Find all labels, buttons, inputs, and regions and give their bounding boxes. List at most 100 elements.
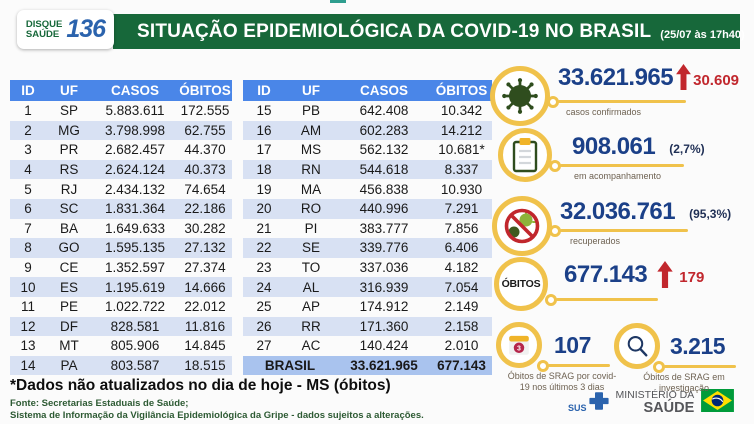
table-cell: 4 — [24, 162, 32, 178]
state-table-left-header: ID UF CASOS ÓBITOS — [10, 80, 232, 101]
table-cell: 6 — [24, 201, 32, 217]
table-cell: RS — [59, 162, 79, 178]
table-cell: 337.036 — [359, 260, 409, 276]
table-cell: 30.282 — [184, 220, 226, 236]
stat-underline — [549, 225, 688, 237]
table-cell: 10.681* — [438, 142, 485, 158]
table-cell: 1.195.619 — [104, 279, 166, 295]
deaths-increase-arrow-icon — [657, 261, 673, 293]
sus-label: SUS — [568, 402, 587, 413]
table-cell: 316.939 — [359, 279, 409, 295]
stats-panel: 33.621.965 30.609 casos confirmados 908 — [488, 0, 754, 424]
table-cell: TO — [301, 260, 321, 276]
table-cell: MA — [300, 181, 322, 197]
column-header: ID — [21, 83, 35, 98]
table-cell: 26 — [256, 318, 272, 334]
table-cell: AL — [302, 279, 320, 295]
header-bar: SITUAÇÃO EPIDEMIOLÓGICA DA COVID-19 NO B… — [113, 14, 745, 49]
table-cell: 6.406 — [444, 240, 479, 256]
page-title: SITUAÇÃO EPIDEMIOLÓGICA DA COVID-19 NO B… — [137, 20, 652, 42]
table-row: 24 AL 316.939 7.054 — [243, 277, 492, 297]
table-cell: PA — [60, 358, 78, 374]
table-row: 15 PB 642.408 10.342 — [243, 101, 492, 121]
recovered-percent: (95,3%) — [689, 207, 732, 221]
table-cell: 1.022.722 — [104, 299, 166, 315]
column-header: CASOS — [359, 83, 408, 98]
state-table-right: ID UF CASOS ÓBITOS 15 PB 642.408 10.342 16 AM 602… — [243, 80, 492, 376]
table-cell: 140.424 — [359, 338, 409, 354]
table-row: 12 DF 828.581 11.816 — [10, 316, 232, 337]
table-cell: 4.182 — [444, 260, 479, 276]
table-cell: AM — [300, 122, 322, 138]
ministry-branding: SUS MINISTÉRIO DA SAÚDE — [568, 389, 735, 417]
table-cell: SC — [59, 201, 79, 217]
table-cell: ES — [59, 279, 78, 295]
table-cell: 174.912 — [359, 299, 409, 315]
srag-investigation-value: 3.215 — [670, 332, 726, 359]
table-cell: 13 — [20, 338, 36, 354]
table-row: 19 MA 456.838 10.930 — [243, 179, 492, 199]
table-cell: 23 — [256, 260, 272, 276]
table-cell: 20 — [256, 201, 272, 217]
sus-logo: SUS — [568, 391, 609, 416]
table-row: 21 PI 383.777 7.856 — [243, 219, 492, 239]
followup-label: em acompanhamento — [574, 171, 662, 181]
table-cell: 1.352.597 — [104, 260, 166, 276]
brazil-flag-icon — [701, 389, 735, 417]
table-cell: PR — [59, 142, 79, 158]
deaths-delta: 179 — [679, 269, 705, 286]
table-cell: SP — [59, 103, 78, 119]
table-cell: 25 — [256, 299, 272, 315]
table-row: 3 PR 2.682.457 44.370 — [10, 140, 232, 160]
table-row: 23 TO 337.036 4.182 — [243, 258, 492, 278]
stat-followup: 908.061 (2,7%) em acompanhamento — [498, 128, 705, 182]
table-cell: 22 — [256, 240, 272, 256]
table-cell: 10 — [20, 279, 36, 295]
followup-percent: (2,7%) — [669, 142, 705, 156]
table-row: 18 RN 544.618 8.337 — [243, 159, 492, 180]
table-cell: 2.624.124 — [104, 162, 166, 178]
table-cell: 21 — [256, 220, 272, 236]
stat-srag-investigation: 3.215 Óbitos de SRAG em investigação — [614, 323, 740, 395]
table-cell: 11.816 — [184, 318, 226, 334]
disque-saude-label: DISQUE SAÚDE — [25, 18, 63, 40]
table-cell: 14.845 — [184, 338, 226, 354]
ministry-line-2: SAÚDE — [643, 399, 695, 416]
table-cell: 602.283 — [359, 122, 409, 138]
stat-underline — [537, 360, 610, 372]
stat-recovered: 32.036.761 (95,3%) recuperados — [492, 196, 731, 256]
followup-value: 908.061 — [572, 133, 656, 160]
obitos-badge: ÓBITOS — [494, 257, 548, 311]
table-cell: 642.408 — [359, 103, 409, 119]
source-line-2: Sistema de Informação da Vigilância Epid… — [10, 410, 424, 422]
table-cell: 1.649.633 — [104, 220, 166, 236]
clipboard-icon — [498, 128, 552, 182]
increase-arrow-icon — [676, 64, 692, 95]
table-cell: 562.132 — [359, 142, 409, 158]
table-cell: 3.798.998 — [104, 122, 166, 138]
table-cell: 8 — [24, 240, 32, 256]
state-table-right-header: ID UF CASOS ÓBITOS — [243, 80, 492, 101]
table-row: 16 AM 602.283 14.212 — [243, 120, 492, 141]
table-cell: 2 — [24, 122, 32, 138]
disque-saude-number: 136 — [66, 15, 106, 43]
table-cell: 40.373 — [184, 162, 226, 178]
disque-saude-logo: DISQUE SAÚDE 136 — [17, 10, 114, 49]
table-cell: 803.587 — [110, 358, 160, 374]
table-cell: SE — [301, 240, 320, 256]
table-row: 22 SE 339.776 6.406 — [243, 238, 492, 258]
table-cell: MT — [59, 338, 79, 354]
table-cell: 24 — [256, 279, 272, 295]
table-cell: 1.831.364 — [104, 201, 166, 217]
column-header: ID — [257, 83, 271, 98]
top-accent-bar — [330, 0, 346, 3]
table-cell: AC — [301, 338, 321, 354]
sus-cross-icon — [588, 391, 609, 416]
brasil-total-casos: 33.621.965 — [350, 358, 418, 374]
ministry-name: MINISTÉRIO DA SAÚDE — [616, 390, 695, 415]
table-cell: 2.682.457 — [104, 142, 166, 158]
table-cell: RJ — [60, 181, 78, 197]
table-cell: 7.054 — [444, 279, 479, 295]
virus-icon — [490, 66, 550, 126]
stat-confirmed-cases: 33.621.965 30.609 casos confirmados — [490, 64, 739, 126]
